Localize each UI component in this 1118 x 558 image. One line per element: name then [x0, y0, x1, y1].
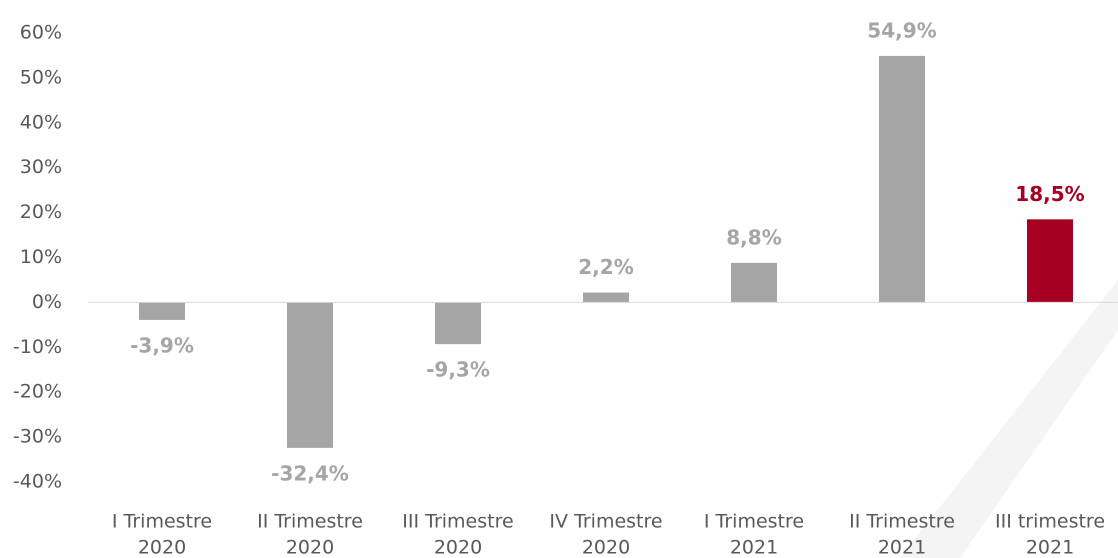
value-label: -9,3%: [426, 358, 490, 382]
y-tick-label: -40%: [13, 471, 62, 493]
y-tick-label: 50%: [20, 66, 62, 88]
y-tick-label: 0%: [32, 291, 62, 313]
y-tick-label: -30%: [13, 426, 62, 448]
x-tick-label: II Trimestre: [849, 511, 955, 533]
bar: [583, 292, 629, 303]
value-label: -32,4%: [271, 461, 349, 485]
y-tick-label: 10%: [20, 246, 62, 268]
x-tick-label: I Trimestre: [112, 511, 212, 533]
watermark: [900, 280, 1118, 558]
y-tick-label: -10%: [13, 336, 62, 358]
x-tick-label: 2021: [878, 537, 926, 558]
x-tick-label: 2020: [286, 537, 334, 558]
x-tick-label: I Trimestre: [704, 511, 804, 533]
x-tick-label: III trimestre: [995, 511, 1105, 533]
bar: [287, 302, 333, 448]
y-tick-label: 30%: [20, 156, 62, 178]
x-tick-label: II Trimestre: [257, 511, 363, 533]
x-tick-label: 2020: [138, 537, 186, 558]
value-label: -3,9%: [130, 333, 194, 357]
bar: [139, 302, 185, 320]
x-tick-label: IV Trimestre: [549, 511, 662, 533]
value-label: 18,5%: [1015, 182, 1084, 206]
y-tick-label: 60%: [20, 22, 62, 44]
y-tick-label: -20%: [13, 381, 62, 403]
x-tick-label: 2021: [1026, 537, 1074, 558]
bar: [1027, 219, 1073, 303]
x-tick-label: 2020: [582, 537, 630, 558]
bar: [731, 262, 777, 303]
value-label: 8,8%: [726, 225, 781, 249]
y-tick-label: 20%: [20, 201, 62, 223]
x-tick-label: 2021: [730, 537, 778, 558]
y-tick-label: 40%: [20, 111, 62, 133]
value-label: 54,9%: [867, 18, 936, 42]
x-tick-label: III Trimestre: [402, 511, 513, 533]
bar: [879, 55, 925, 303]
bar: [435, 302, 481, 345]
x-tick-label: 2020: [434, 537, 482, 558]
value-label: 2,2%: [578, 255, 633, 279]
